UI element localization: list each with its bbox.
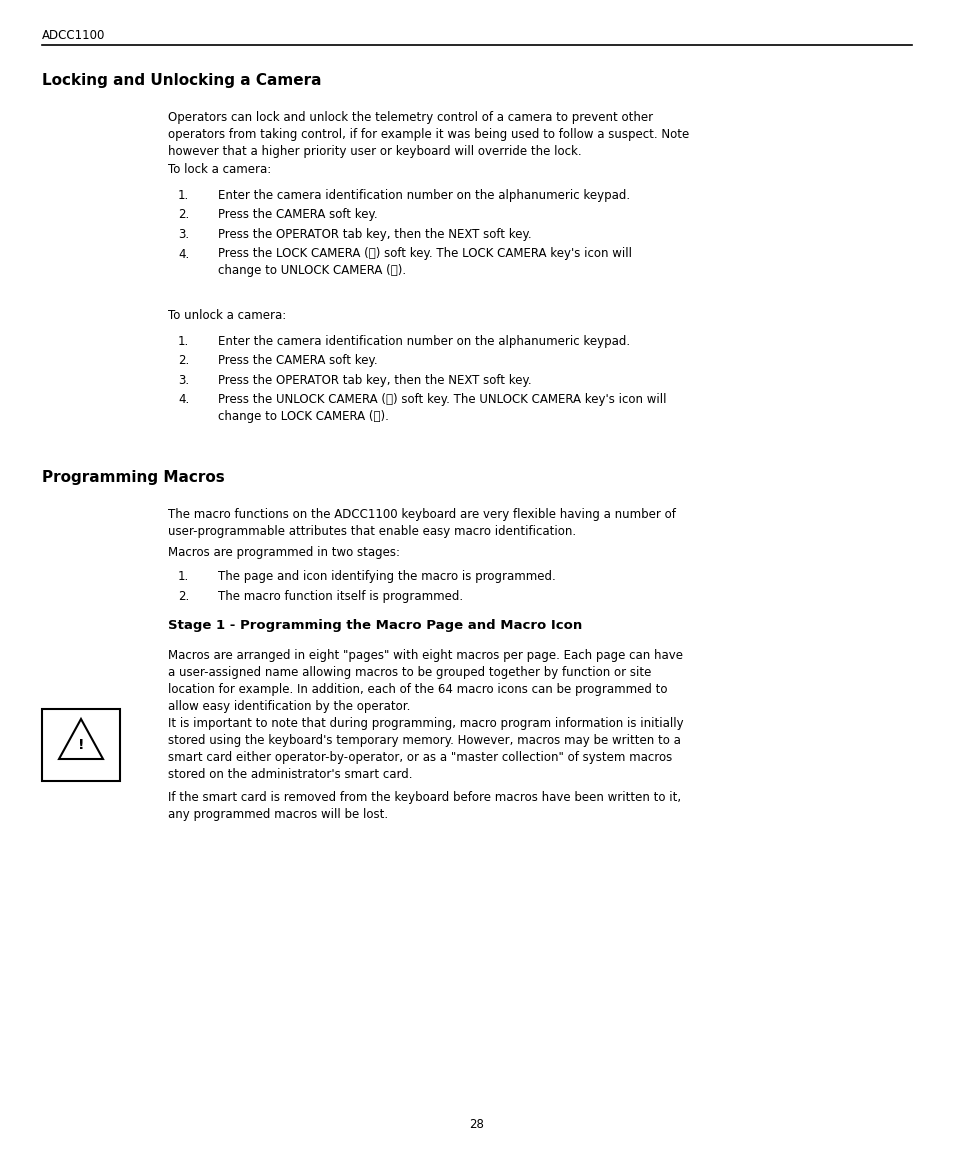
Text: !: !: [77, 738, 84, 752]
Bar: [42, 709, 120, 781]
Text: ADCC1100: ADCC1100: [42, 29, 105, 42]
Text: Macros are programmed in two stages:: Macros are programmed in two stages:: [168, 546, 399, 559]
Text: 2.: 2.: [178, 209, 189, 221]
Text: Press the OPERATOR tab key, then the NEXT soft key.: Press the OPERATOR tab key, then the NEX…: [218, 228, 531, 241]
Text: Enter the camera identification number on the alphanumeric keypad.: Enter the camera identification number o…: [218, 335, 630, 348]
Text: The macro functions on the ADCC1100 keyboard are very flexible having a number o: The macro functions on the ADCC1100 keyb…: [168, 508, 675, 538]
Text: 4.: 4.: [178, 393, 189, 406]
Text: It is important to note that during programming, macro program information is in: It is important to note that during prog…: [168, 717, 683, 781]
Text: 3.: 3.: [178, 373, 189, 386]
Text: Stage 1 - Programming the Macro Page and Macro Icon: Stage 1 - Programming the Macro Page and…: [168, 619, 581, 632]
Text: Operators can lock and unlock the telemetry control of a camera to prevent other: Operators can lock and unlock the teleme…: [168, 111, 688, 158]
Text: 3.: 3.: [178, 228, 189, 241]
Text: Programming Macros: Programming Macros: [42, 471, 225, 484]
Text: 28: 28: [469, 1118, 484, 1131]
Text: Press the CAMERA soft key.: Press the CAMERA soft key.: [218, 353, 377, 367]
Text: Press the UNLOCK CAMERA (Ⓢ) soft key. The UNLOCK CAMERA key's icon will
change t: Press the UNLOCK CAMERA (Ⓢ) soft key. Th…: [218, 393, 666, 423]
Text: Press the LOCK CAMERA (Ⓢ) soft key. The LOCK CAMERA key's icon will
change to UN: Press the LOCK CAMERA (Ⓢ) soft key. The …: [218, 248, 631, 277]
Text: 2.: 2.: [178, 353, 189, 367]
Text: To lock a camera:: To lock a camera:: [168, 163, 271, 176]
Text: To unlock a camera:: To unlock a camera:: [168, 308, 286, 321]
Text: 4.: 4.: [178, 248, 189, 261]
Text: Press the OPERATOR tab key, then the NEXT soft key.: Press the OPERATOR tab key, then the NEX…: [218, 373, 531, 386]
Text: The macro function itself is programmed.: The macro function itself is programmed.: [218, 590, 462, 603]
Text: If the smart card is removed from the keyboard before macros have been written t: If the smart card is removed from the ke…: [168, 790, 680, 821]
Text: Enter the camera identification number on the alphanumeric keypad.: Enter the camera identification number o…: [218, 189, 630, 202]
Text: 1.: 1.: [178, 570, 189, 583]
Text: Press the CAMERA soft key.: Press the CAMERA soft key.: [218, 209, 377, 221]
Text: The page and icon identifying the macro is programmed.: The page and icon identifying the macro …: [218, 570, 556, 583]
Text: 1.: 1.: [178, 189, 189, 202]
Text: Locking and Unlocking a Camera: Locking and Unlocking a Camera: [42, 73, 321, 88]
Text: 1.: 1.: [178, 335, 189, 348]
Text: 2.: 2.: [178, 590, 189, 603]
Text: Macros are arranged in eight "pages" with eight macros per page. Each page can h: Macros are arranged in eight "pages" wit…: [168, 649, 682, 713]
